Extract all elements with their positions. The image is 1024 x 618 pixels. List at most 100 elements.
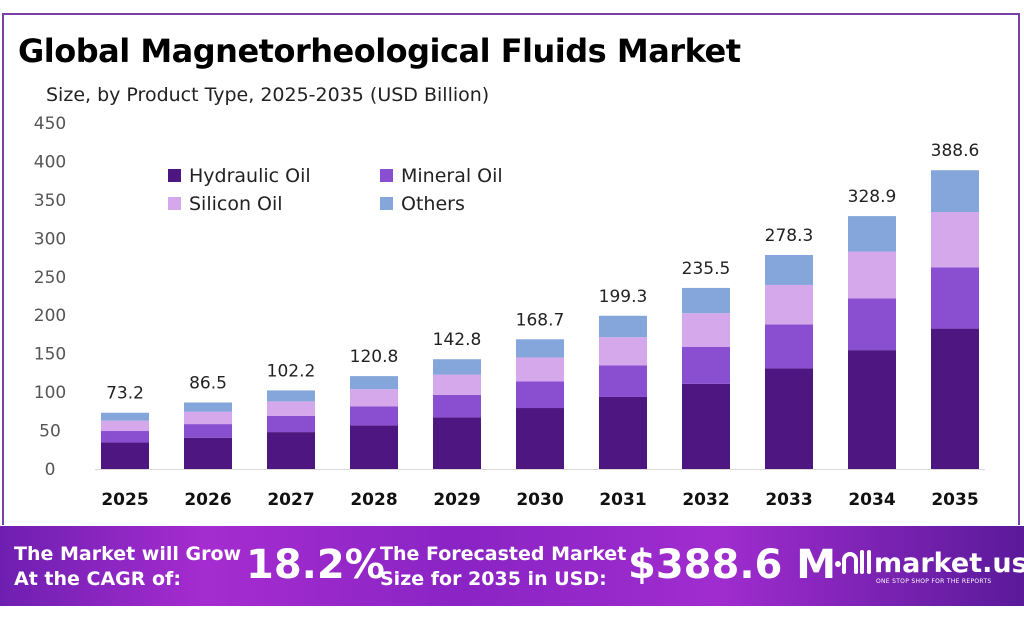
legend-label: Silicon Oil [189, 193, 283, 215]
bar-segment-mineral-oil [682, 346, 730, 384]
bar-segment-hydraulic-oil [682, 383, 730, 469]
chart-title: Global Magnetorheological Fluids Market [18, 32, 741, 70]
bar-segment-silicon-oil [599, 337, 647, 366]
bar-segment-others [599, 315, 647, 338]
cagr-label-line1: The Market will Grow [14, 543, 242, 565]
legend: Hydraulic Oil Mineral Oil Silicon Oil Other… [168, 165, 503, 215]
x-tick-label: 2028 [350, 490, 397, 510]
bars: 73.2 86.5 102.2 120.8 142.8 168.7 199.3 235.5 27… [101, 141, 979, 469]
x-tick-label: 2033 [765, 490, 812, 510]
chart-frame [2, 13, 1020, 525]
legend-swatch [380, 197, 393, 210]
stacked-bar-chart: 0 50 100 150 200 250 300 350 400 450 73.2 86.5 102.… [34, 114, 985, 510]
bar-segment-others [101, 412, 149, 421]
x-tick-label: 2035 [931, 490, 978, 510]
bar-segment-hydraulic-oil [516, 408, 564, 469]
x-tick-label: 2034 [848, 490, 895, 510]
bar-segment-hydraulic-oil [184, 437, 232, 469]
legend-label: Mineral Oil [401, 165, 503, 187]
total-data-label: 168.7 [516, 310, 565, 330]
total-data-label: 235.5 [682, 259, 731, 279]
legend-swatch [168, 169, 181, 182]
total-data-label: 102.2 [267, 361, 316, 381]
market-us-logo-icon [835, 550, 871, 574]
bar-segment-others [433, 359, 481, 375]
total-data-label: 328.9 [848, 187, 897, 207]
logo-name: market.us [874, 548, 1024, 579]
x-tick-label: 2027 [267, 490, 314, 510]
legend-swatch [380, 169, 393, 182]
bar-segment-others [267, 390, 315, 402]
x-tick-label: 2025 [101, 490, 148, 510]
bar-segment-mineral-oil [599, 365, 647, 397]
bar-segment-silicon-oil [765, 284, 813, 325]
chart-subtitle: Size, by Product Type, 2025-2035 (USD Bi… [46, 84, 490, 106]
y-tick-label: 50 [39, 422, 61, 442]
y-tick-label: 300 [34, 229, 66, 249]
legend-label: Others [401, 193, 465, 215]
y-tick-label: 100 [34, 383, 66, 403]
bar-segment-silicon-oil [184, 411, 232, 425]
summary-banner: The Market will Grow At the CAGR of: 18.… [0, 526, 1024, 606]
bar-segment-others [682, 287, 730, 314]
bar-segment-hydraulic-oil [350, 425, 398, 469]
bar-segment-mineral-oil [848, 298, 896, 351]
forecast-value: $388.6 M [628, 542, 837, 588]
y-tick-label: 0 [45, 460, 56, 480]
bar-segment-others [184, 402, 232, 412]
y-tick-label: 450 [34, 114, 66, 134]
bar-segment-hydraulic-oil [765, 368, 813, 469]
legend-label: Hydraulic Oil [189, 165, 311, 187]
bar-segment-mineral-oil [184, 424, 232, 438]
bar-segment-mineral-oil [267, 415, 315, 433]
bar-segment-mineral-oil [350, 406, 398, 426]
bar-segment-hydraulic-oil [848, 350, 896, 469]
bar-segment-others [350, 376, 398, 390]
bar-segment-hydraulic-oil [599, 396, 647, 469]
y-tick-label: 350 [34, 191, 66, 211]
bar-segment-silicon-oil [848, 251, 896, 299]
bar-segment-hydraulic-oil [433, 417, 481, 469]
bar-segment-silicon-oil [516, 357, 564, 382]
total-data-label: 142.8 [433, 330, 482, 350]
bar-segment-silicon-oil [433, 374, 481, 395]
forecast-label-line1: The Forecasted Market [380, 543, 627, 565]
cagr-label-line2: At the CAGR of: [14, 568, 181, 590]
legend-swatch [168, 197, 181, 210]
total-data-label: 86.5 [189, 373, 227, 393]
total-data-label: 120.8 [350, 347, 399, 367]
x-tick-label: 2029 [433, 490, 480, 510]
bar-segment-silicon-oil [101, 420, 149, 432]
x-axis: 2025 2026 2027 2028 2029 2030 2031 2032 2033 2034… [101, 490, 978, 510]
cagr-value: 18.2% [246, 542, 385, 588]
total-data-label: 73.2 [106, 384, 144, 404]
bar-segment-mineral-oil [433, 394, 481, 418]
bar-segment-others [848, 216, 896, 252]
x-tick-label: 2030 [516, 490, 563, 510]
y-axis: 0 50 100 150 200 250 300 350 400 450 [34, 114, 66, 480]
bar-segment-silicon-oil [682, 313, 730, 347]
bar-segment-others [765, 255, 813, 285]
bar-segment-hydraulic-oil [267, 432, 315, 469]
total-data-label: 199.3 [599, 287, 648, 307]
bar-segment-mineral-oil [101, 431, 149, 443]
y-tick-label: 200 [34, 306, 66, 326]
bar-segment-mineral-oil [516, 381, 564, 409]
x-tick-label: 2032 [682, 490, 729, 510]
bar-segment-hydraulic-oil [101, 442, 149, 469]
bar-segment-others [516, 339, 564, 358]
total-data-label: 388.6 [931, 141, 980, 161]
forecast-label-line2: Size for 2035 in USD: [380, 568, 607, 590]
bar-segment-silicon-oil [267, 401, 315, 416]
bar-segment-mineral-oil [765, 324, 813, 369]
bar-segment-mineral-oil [931, 267, 979, 329]
y-tick-label: 400 [34, 152, 66, 172]
x-tick-label: 2026 [184, 490, 231, 510]
y-tick-label: 250 [34, 268, 66, 288]
bar-segment-others [931, 170, 979, 213]
bar-segment-hydraulic-oil [931, 328, 979, 469]
y-tick-label: 150 [34, 345, 66, 365]
logo-tagline: ONE STOP SHOP FOR THE REPORTS [876, 578, 992, 585]
bar-segment-silicon-oil [350, 389, 398, 407]
total-data-label: 278.3 [765, 226, 814, 246]
